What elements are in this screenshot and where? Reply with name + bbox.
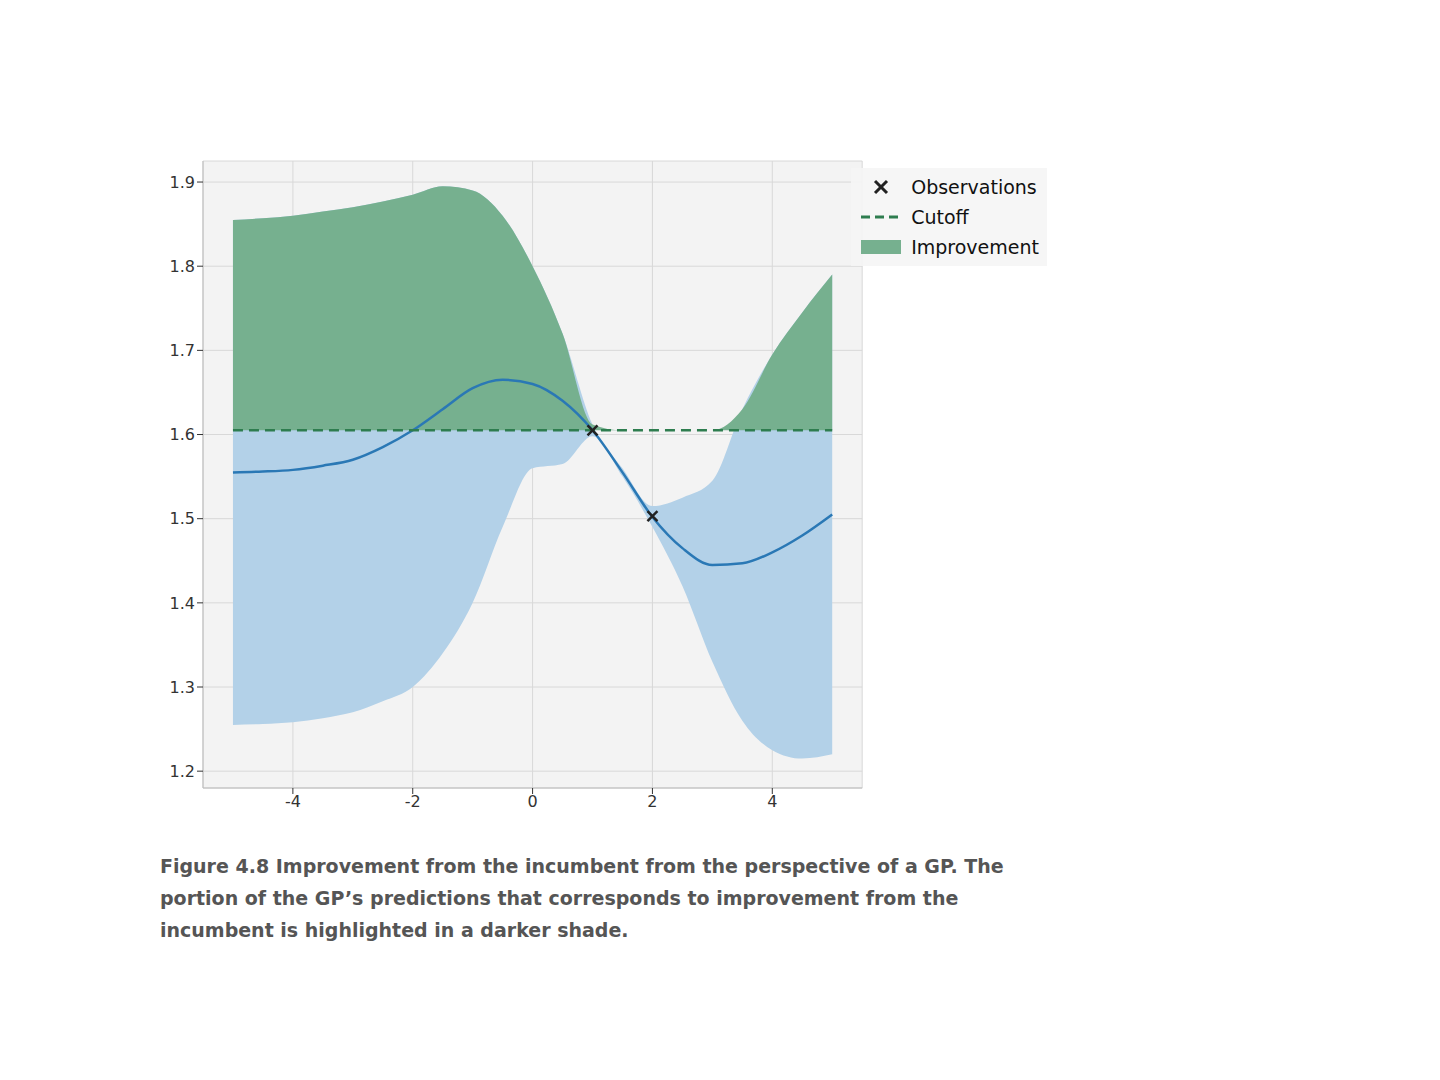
svg-text:4: 4: [767, 792, 777, 811]
svg-text:-2: -2: [405, 792, 421, 811]
html-text:Cutoff: Cutoff: [911, 206, 969, 228]
svg-text:1.3: 1.3: [170, 678, 195, 697]
svg-text:1.6: 1.6: [170, 425, 195, 444]
svg-text:1.4: 1.4: [170, 594, 195, 613]
svg-text:1.9: 1.9: [170, 173, 195, 192]
svg-text:2: 2: [647, 792, 657, 811]
svg-text:1.2: 1.2: [170, 762, 195, 781]
svg-text:-4: -4: [285, 792, 301, 811]
html-text:Improvement: Improvement: [911, 236, 1039, 258]
svg-text:0: 0: [527, 792, 537, 811]
html-text:Observations: Observations: [911, 176, 1037, 198]
svg-text:1.5: 1.5: [170, 509, 195, 528]
svg-text:1.8: 1.8: [170, 257, 195, 276]
html-text:Figure 4.8 Improvement from th: Figure 4.8 Improvement from the incumben…: [160, 855, 1004, 941]
svg-text:1.7: 1.7: [170, 341, 195, 360]
